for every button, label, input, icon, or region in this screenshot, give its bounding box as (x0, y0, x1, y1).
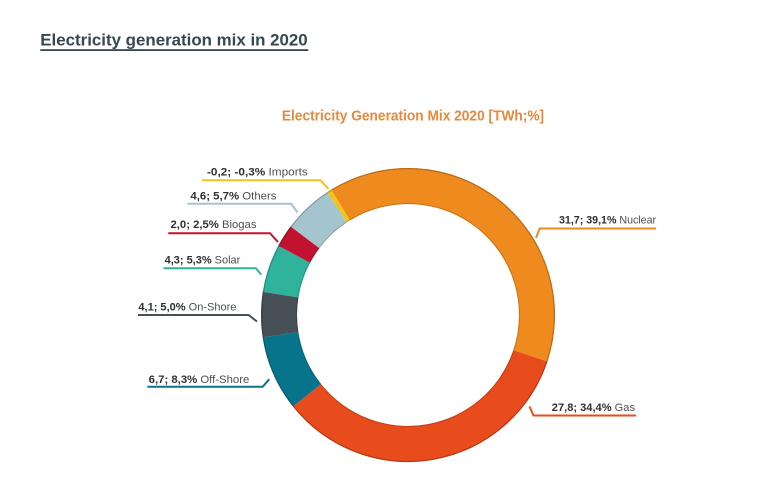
svg-text:2,0; 2,5% Biogas: 2,0; 2,5% Biogas (171, 219, 257, 231)
svg-text:31,7; 39,1% Nuclear: 31,7; 39,1% Nuclear (559, 215, 656, 227)
svg-text:4,1; 5,0% On-Shore: 4,1; 5,0% On-Shore (138, 301, 236, 313)
svg-text:27,8; 34,4% Gas: 27,8; 34,4% Gas (552, 402, 636, 414)
svg-text:Electricity generation mix in: Electricity generation mix in 2020 (40, 30, 307, 49)
svg-text:4,3; 5,3% Solar: 4,3; 5,3% Solar (165, 255, 241, 267)
svg-text:Electricity Generation Mix 202: Electricity Generation Mix 2020 [TWh;%] (282, 108, 544, 125)
svg-text:-0,2; -0,3% Imports: -0,2; -0,3% Imports (207, 167, 308, 179)
svg-text:6,7; 8,3% Off-Shore: 6,7; 8,3% Off-Shore (149, 374, 250, 386)
svg-text:4,6; 5,7% Others: 4,6; 5,7% Others (190, 191, 277, 203)
